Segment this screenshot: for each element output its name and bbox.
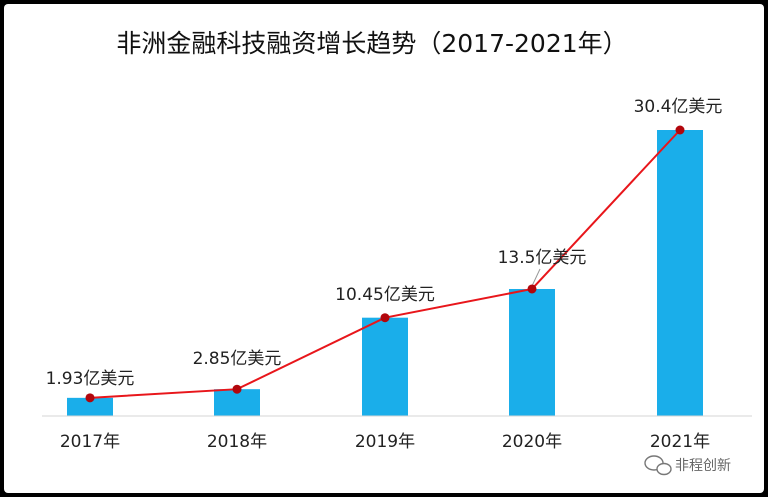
x-tick-label: 2021年	[650, 432, 710, 452]
data-label: 1.93亿美元	[46, 369, 135, 389]
x-tick-label: 2019年	[355, 432, 415, 452]
x-tick-label: 2020年	[502, 432, 562, 452]
line-point-2018年	[232, 384, 242, 394]
data-label: 30.4亿美元	[634, 97, 723, 117]
label-leader-line	[531, 268, 541, 287]
line-point-2019年	[380, 313, 390, 323]
bar-2021年	[657, 130, 703, 416]
chart-title: 非洲金融科技融资增长趋势（2017-2021年）	[116, 29, 627, 58]
watermark-text: 非程创新	[675, 458, 731, 474]
x-tick-label: 2017年	[60, 432, 120, 452]
line-point-2021年	[675, 125, 685, 135]
data-label: 2.85亿美元	[193, 349, 282, 369]
line-point-2020年	[527, 284, 537, 294]
x-tick-label: 2018年	[207, 432, 267, 452]
bar-2019年	[362, 317, 408, 416]
watermark: 非程创新	[644, 455, 731, 476]
data-label: 13.5亿美元	[498, 248, 587, 268]
line-point-2017年	[85, 393, 95, 403]
data-label: 10.45亿美元	[335, 285, 435, 305]
bar-2020年	[509, 288, 555, 416]
wechat-icon	[644, 455, 672, 476]
bar-2017年	[67, 397, 113, 416]
